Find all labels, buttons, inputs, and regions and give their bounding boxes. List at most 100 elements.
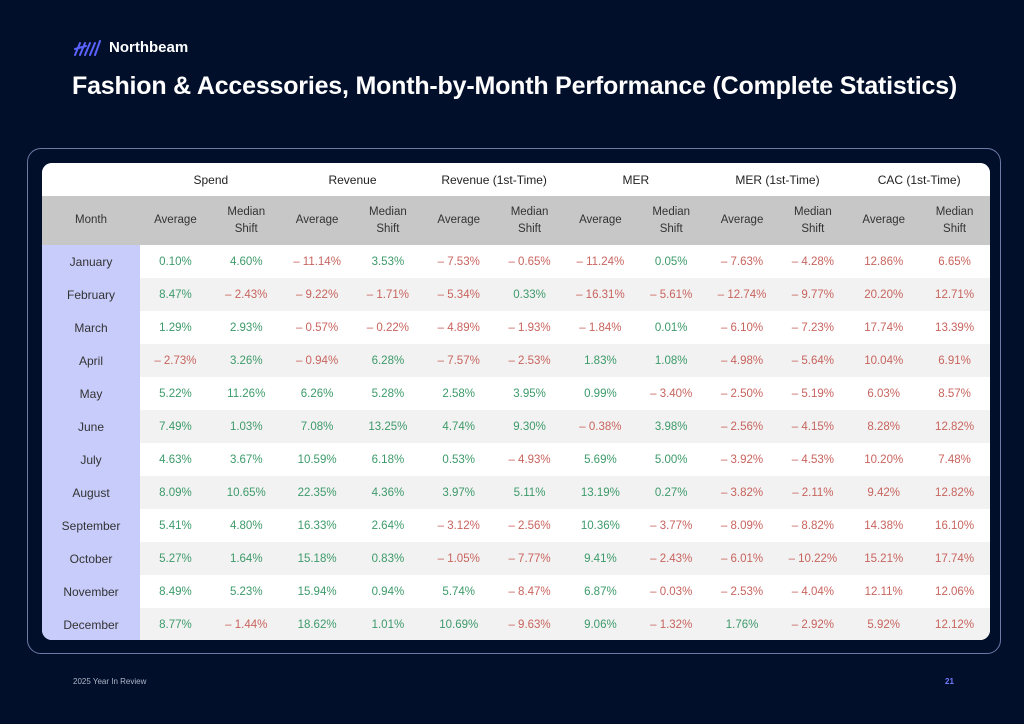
month-cell: January bbox=[42, 245, 140, 278]
page-title: Fashion & Accessories, Month-by-Month Pe… bbox=[72, 72, 958, 100]
median-shift-cell: 6.65% bbox=[938, 255, 971, 268]
average-cell: 10.20% bbox=[864, 453, 904, 466]
median-shift-cell: 4.36% bbox=[352, 476, 424, 509]
table-body: January 0.10% 4.60% – 11.14% 3.53% – 7.53% – 0… bbox=[42, 245, 990, 640]
group-header: CAC (1st-Time) bbox=[848, 163, 990, 196]
average-cell: 15.94% bbox=[297, 585, 337, 598]
table-row: September 5.41% 4.80% 16.33% 2.64% – 3.12% – 2… bbox=[42, 509, 990, 542]
average-header: Average bbox=[140, 196, 211, 245]
month-cell: November bbox=[42, 575, 140, 608]
median-shift-cell: 2.93% bbox=[229, 321, 263, 334]
median-shift-cell: 6.91% bbox=[919, 344, 990, 377]
average-cell: 13.19% bbox=[564, 476, 636, 509]
average-cell: 6.26% bbox=[300, 387, 334, 400]
group-header: MER (1st-Time) bbox=[706, 163, 849, 196]
average-cell: 9.06% bbox=[564, 608, 636, 640]
median-shift-cell: 12.12% bbox=[919, 608, 990, 640]
median-shift-cell: 1.08% bbox=[635, 344, 707, 377]
page-number: 21 bbox=[945, 677, 954, 686]
median-shift-header: Median Shift bbox=[777, 196, 849, 245]
average-cell: 3.97% bbox=[423, 476, 495, 509]
table-row: May 5.22% 11.26% 6.26% 5.28% 2.58% 3.95% 0.99% –… bbox=[42, 377, 990, 410]
median-shift-cell: 16.10% bbox=[935, 519, 975, 532]
average-cell: 22.35% bbox=[281, 476, 353, 509]
average-cell: 20.20% bbox=[848, 278, 920, 311]
performance-table-container: Spend Revenue Revenue (1st-Time) MER MER (1s… bbox=[42, 163, 990, 640]
average-cell: 16.33% bbox=[297, 519, 337, 532]
median-shift-cell: – 2.56% bbox=[508, 519, 551, 532]
average-cell: 5.69% bbox=[584, 453, 617, 466]
average-header: Average bbox=[423, 196, 495, 245]
median-shift-cell: – 0.65% bbox=[508, 255, 551, 268]
performance-table: Spend Revenue Revenue (1st-Time) MER MER (1s… bbox=[42, 163, 990, 640]
median-shift-cell: – 5.19% bbox=[791, 387, 834, 400]
average-cell: – 2.56% bbox=[706, 410, 778, 443]
average-cell: 14.38% bbox=[864, 519, 904, 532]
median-shift-cell: 5.23% bbox=[229, 585, 263, 598]
median-shift-cell: – 0.22% bbox=[366, 321, 409, 334]
brand-logo: Northbeam bbox=[73, 39, 188, 56]
table-row: February 8.47% – 2.43% – 9.22% – 1.71% – 5.34… bbox=[42, 278, 990, 311]
average-cell: – 7.53% bbox=[437, 255, 480, 268]
average-cell: 0.10% bbox=[159, 255, 192, 268]
median-shift-cell: 3.98% bbox=[635, 410, 707, 443]
median-shift-cell: 3.26% bbox=[210, 344, 282, 377]
table-row: October 5.27% 1.64% 15.18% 0.83% – 1.05% – 7.7… bbox=[42, 542, 990, 575]
median-shift-cell: – 1.71% bbox=[352, 278, 424, 311]
median-shift-cell: 5.28% bbox=[371, 387, 405, 400]
median-shift-cell: 4.80% bbox=[229, 519, 263, 532]
average-cell: – 3.82% bbox=[706, 476, 778, 509]
median-shift-cell: 3.53% bbox=[371, 255, 405, 268]
median-shift-cell: – 8.82% bbox=[791, 519, 834, 532]
average-cell: 8.77% bbox=[140, 608, 211, 640]
average-cell: 2.58% bbox=[442, 387, 476, 400]
median-shift-cell: 0.94% bbox=[371, 585, 405, 598]
average-cell: 17.74% bbox=[864, 321, 904, 334]
month-cell: April bbox=[42, 344, 140, 377]
median-shift-header: Median Shift bbox=[919, 196, 990, 245]
median-shift-cell: – 2.53% bbox=[494, 344, 565, 377]
median-shift-cell: – 2.92% bbox=[777, 608, 849, 640]
average-cell: 8.09% bbox=[140, 476, 211, 509]
brand-name: Northbeam bbox=[109, 39, 189, 56]
average-cell: 5.27% bbox=[140, 542, 211, 575]
average-cell: 0.99% bbox=[584, 387, 617, 400]
average-cell: – 7.57% bbox=[423, 344, 495, 377]
average-cell: – 8.09% bbox=[720, 519, 764, 532]
group-header: Revenue bbox=[281, 163, 424, 196]
median-shift-cell: 2.64% bbox=[371, 519, 405, 532]
median-shift-cell: – 2.11% bbox=[777, 476, 849, 509]
median-shift-cell: – 4.15% bbox=[777, 410, 849, 443]
median-shift-cell: 0.01% bbox=[654, 321, 688, 334]
average-cell: 15.21% bbox=[848, 542, 920, 575]
average-cell: 9.42% bbox=[848, 476, 920, 509]
median-shift-cell: 1.03% bbox=[210, 410, 282, 443]
median-shift-cell: 4.60% bbox=[229, 255, 263, 268]
month-cell: September bbox=[42, 509, 140, 542]
group-header-row: Spend Revenue Revenue (1st-Time) MER MER (1s… bbox=[42, 163, 990, 196]
median-shift-cell: 7.48% bbox=[938, 453, 971, 466]
median-shift-cell: 5.00% bbox=[654, 453, 688, 466]
median-shift-header: Median Shift bbox=[210, 196, 282, 245]
month-cell: October bbox=[42, 542, 140, 575]
median-shift-cell: – 5.61% bbox=[635, 278, 707, 311]
median-shift-cell: – 5.64% bbox=[777, 344, 849, 377]
average-cell: – 3.12% bbox=[437, 519, 480, 532]
table-row: April – 2.73% 3.26% – 0.94% 6.28% – 7.57% – 2.… bbox=[42, 344, 990, 377]
median-shift-cell: 6.28% bbox=[352, 344, 424, 377]
month-cell: June bbox=[42, 410, 140, 443]
month-header: Month bbox=[42, 196, 140, 245]
table-row: August 8.09% 10.65% 22.35% 4.36% 3.97% 5.11% 13… bbox=[42, 476, 990, 509]
median-shift-cell: 17.74% bbox=[919, 542, 990, 575]
average-cell: – 4.89% bbox=[437, 321, 480, 334]
median-shift-cell: 13.39% bbox=[935, 321, 975, 334]
median-shift-header: Median Shift bbox=[494, 196, 565, 245]
median-shift-cell: 0.27% bbox=[635, 476, 707, 509]
average-cell: 9.41% bbox=[564, 542, 636, 575]
median-shift-cell: 13.25% bbox=[352, 410, 424, 443]
average-header: Average bbox=[564, 196, 636, 245]
average-header: Average bbox=[706, 196, 778, 245]
average-cell: – 2.50% bbox=[720, 387, 764, 400]
month-cell: February bbox=[42, 278, 140, 311]
median-shift-cell: 6.18% bbox=[371, 453, 405, 466]
